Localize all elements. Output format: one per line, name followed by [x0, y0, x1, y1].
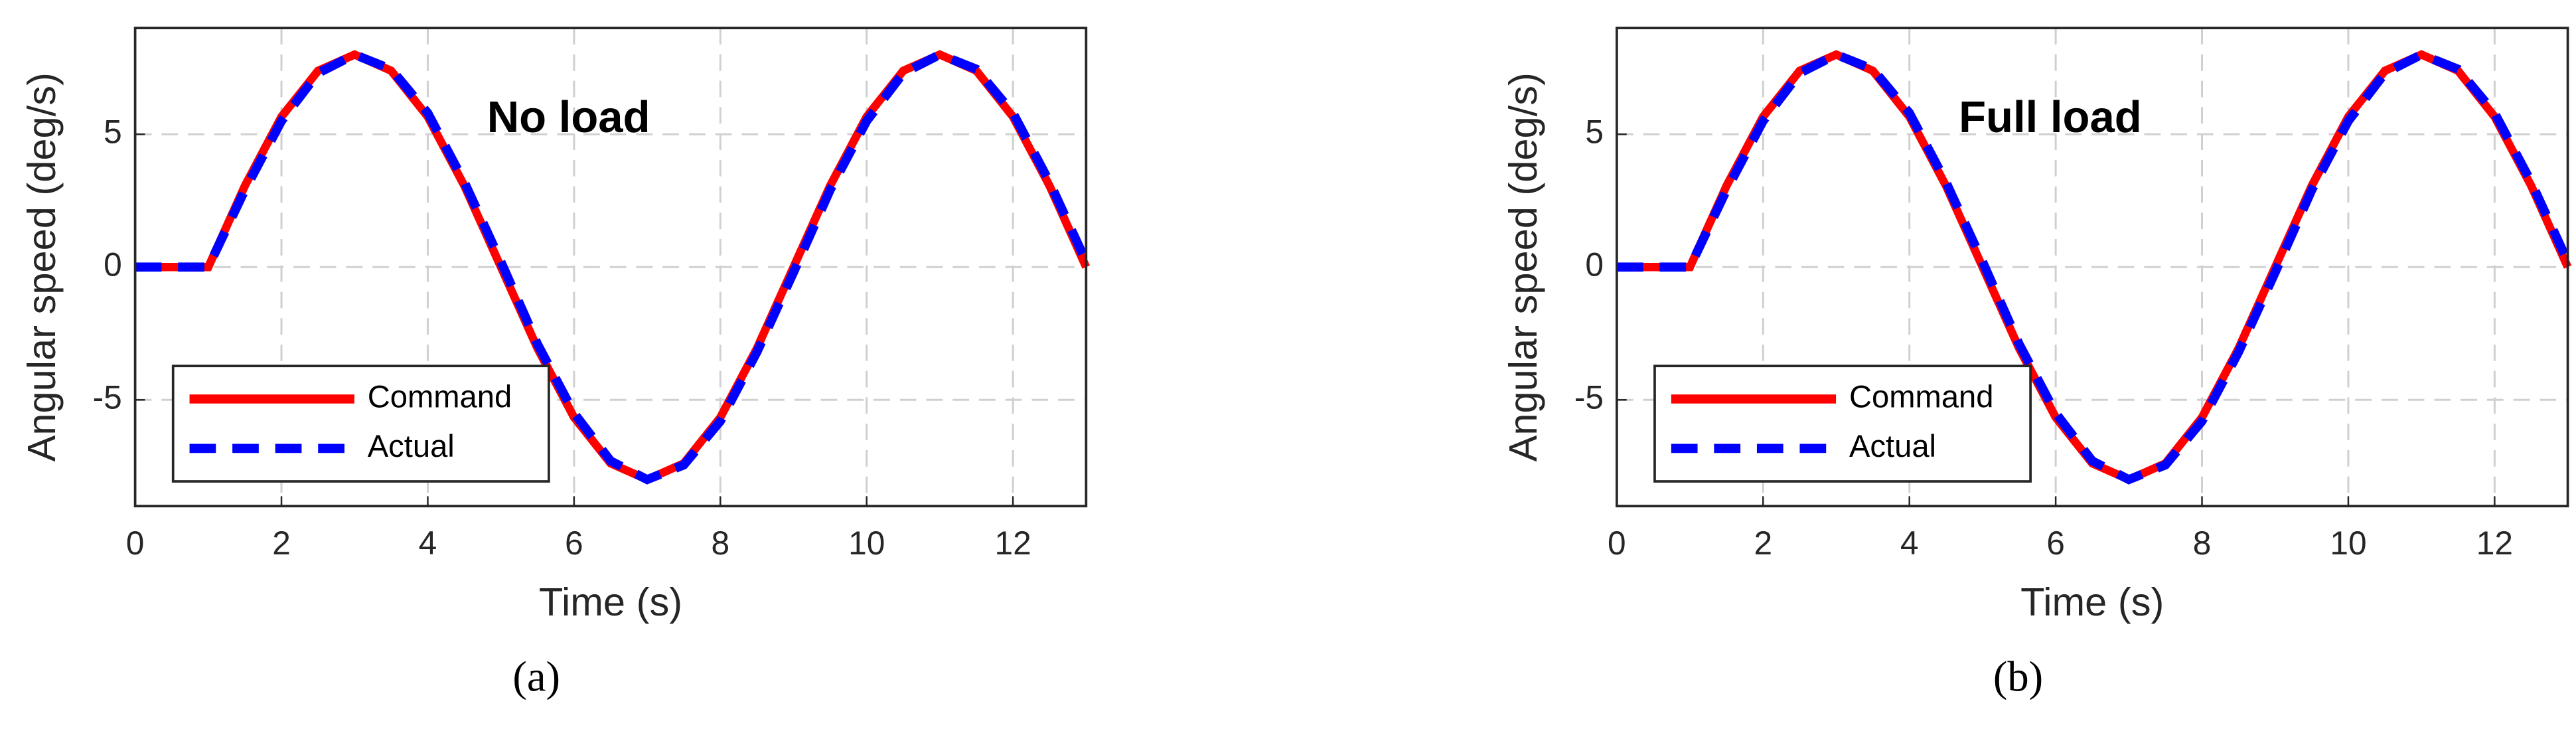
x-tick-label: 12: [2476, 525, 2513, 562]
x-tick-label: 2: [272, 525, 291, 562]
axes-box: [1616, 27, 2569, 508]
legend-label: Command: [1849, 378, 1994, 414]
data-line: [135, 49, 1091, 485]
y-tick-label: -5: [93, 378, 122, 416]
x-axis-label: Time (s): [539, 580, 682, 624]
chart: 0 2 4 6 8 10 12 -5 0 5 Full load Time (s) Angular sp…: [1501, 27, 2572, 700]
y-tick-label: 0: [104, 246, 122, 283]
x-tick-label: 8: [711, 525, 729, 562]
x-tick-label: 8: [2193, 525, 2212, 562]
legend-label: Command: [368, 378, 512, 414]
data-line: [1616, 49, 2572, 485]
axes-box: [133, 27, 1088, 508]
legend-box: [1653, 364, 2032, 483]
y-tick-label: 5: [104, 113, 122, 150]
x-tick-label: 10: [2330, 525, 2366, 562]
x-tick-label: 0: [126, 525, 145, 562]
annotation: Full load: [1959, 92, 2142, 142]
caption: (b): [1993, 652, 2043, 700]
x-tick-label: 10: [848, 525, 885, 562]
x-tick-label: 6: [565, 525, 583, 562]
y-tick-label: -5: [1574, 378, 1604, 416]
y-axis-label: Angular speed (deg/s): [19, 72, 64, 461]
legend-box: [171, 364, 550, 483]
x-tick-label: 12: [995, 525, 1031, 562]
y-tick-label: 0: [1585, 246, 1604, 283]
legend-label: Actual: [1849, 428, 1936, 463]
legend-label: Actual: [368, 428, 455, 463]
annotation: No load: [487, 92, 650, 142]
x-tick-label: 4: [419, 525, 437, 562]
x-tick-label: 4: [1900, 525, 1919, 562]
caption: (a): [512, 652, 560, 700]
x-tick-label: 0: [1608, 525, 1626, 562]
x-axis-label: Time (s): [2020, 580, 2164, 624]
y-tick-label: 5: [1585, 113, 1604, 150]
x-tick-label: 6: [2046, 525, 2065, 562]
x-tick-label: 2: [1754, 525, 1772, 562]
chart: 0 2 4 6 8 10 12 -5 0 5 No load Time (s) Angular spee…: [19, 27, 1091, 700]
y-axis-label: Angular speed (deg/s): [1501, 72, 1545, 461]
